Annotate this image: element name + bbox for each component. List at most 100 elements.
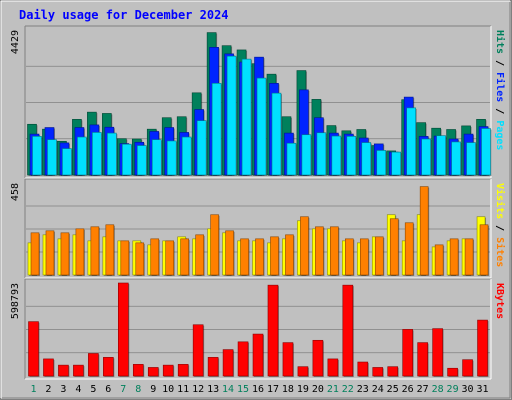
panel-2-legend: Visits / Sites bbox=[494, 183, 506, 267]
bar-pages-day-7 bbox=[122, 143, 132, 176]
x-tick-label-day-5: 5 bbox=[90, 384, 96, 395]
bar-kbytes-day-26 bbox=[402, 329, 413, 377]
bar-kbytes-day-22 bbox=[342, 284, 354, 377]
bar-sites-day-21 bbox=[330, 226, 339, 276]
bar-pages-day-24 bbox=[376, 150, 387, 176]
legend-separator: / bbox=[494, 219, 505, 237]
bar-sites-day-20 bbox=[315, 226, 324, 276]
x-tick-label-day-28: 28 bbox=[432, 384, 444, 395]
panel-1: 4429 Hits / Files / Pages bbox=[10, 25, 506, 179]
bar-pages-day-26 bbox=[406, 107, 416, 176]
bar-kbytes-day-20 bbox=[312, 339, 324, 377]
x-tick-label-day-30: 30 bbox=[462, 384, 474, 395]
bar-pages-day-6 bbox=[107, 132, 117, 176]
bar-kbytes-day-17 bbox=[267, 284, 279, 377]
x-tick-label-day-11: 11 bbox=[177, 384, 189, 395]
x-tick-label-day-8: 8 bbox=[135, 384, 141, 395]
bar-kbytes-day-5 bbox=[88, 353, 99, 377]
x-tick-label-day-22: 22 bbox=[342, 384, 354, 395]
bar-kbytes-day-30 bbox=[462, 359, 473, 377]
bar-pages-day-5 bbox=[92, 132, 102, 176]
x-tick-label-day-4: 4 bbox=[75, 384, 81, 395]
bar-pages-day-31 bbox=[481, 128, 491, 176]
bar-sites-day-2 bbox=[45, 230, 55, 276]
legend-visits: Visits bbox=[494, 183, 506, 219]
panel-3-legend-text: KBytes bbox=[494, 283, 505, 319]
bar-sites-day-23 bbox=[359, 238, 369, 276]
x-tick-label-day-2: 2 bbox=[45, 384, 51, 395]
bar-pages-day-20 bbox=[316, 132, 327, 176]
bar-pages-day-25 bbox=[391, 151, 402, 176]
bar-sites-day-7 bbox=[120, 240, 130, 276]
bar-pages-day-14 bbox=[226, 55, 237, 176]
x-tick-label-day-26: 26 bbox=[402, 384, 414, 395]
panel-2-max-label: 458 bbox=[10, 183, 21, 201]
bar-kbytes-day-21 bbox=[327, 358, 339, 377]
bar-sites-day-4 bbox=[75, 228, 85, 276]
bar-kbytes-day-31 bbox=[477, 319, 488, 377]
bar-pages-day-3 bbox=[62, 148, 72, 176]
bar-sites-day-3 bbox=[60, 232, 70, 276]
bar-kbytes-day-2 bbox=[43, 358, 54, 377]
bar-pages-day-9 bbox=[151, 139, 162, 176]
bar-sites-day-30 bbox=[464, 238, 474, 276]
bar-pages-day-15 bbox=[241, 58, 252, 176]
bar-pages-day-11 bbox=[181, 136, 192, 176]
bar-pages-day-17 bbox=[271, 92, 282, 176]
bar-kbytes-day-1 bbox=[28, 321, 39, 377]
bar-sites-day-16 bbox=[255, 238, 264, 276]
bar-sites-day-18 bbox=[285, 234, 294, 276]
x-tick-label-day-1: 1 bbox=[30, 384, 36, 395]
x-tick-label-day-20: 20 bbox=[312, 384, 324, 395]
bar-kbytes-day-15 bbox=[237, 341, 249, 377]
legend-pages: Pages bbox=[494, 120, 505, 150]
bar-sites-day-19 bbox=[300, 216, 309, 276]
panel-3: 598793 KBytes bbox=[10, 278, 505, 380]
bar-kbytes-day-19 bbox=[297, 366, 309, 377]
bar-sites-day-15 bbox=[240, 238, 249, 276]
legend-hits: Hits bbox=[494, 30, 506, 54]
bar-sites-day-25 bbox=[389, 218, 399, 276]
x-tick-label-day-6: 6 bbox=[105, 384, 111, 395]
panel-3-max-label: 598793 bbox=[10, 283, 21, 319]
panel-2-legend-text: Visits / Sites bbox=[494, 183, 506, 267]
x-tick-label-day-27: 27 bbox=[417, 384, 429, 395]
x-tick-label-day-18: 18 bbox=[282, 384, 294, 395]
bar-kbytes-day-18 bbox=[282, 342, 294, 377]
chart-panels: 4429 Hits / Files / Pages 458 Visits / Site… bbox=[10, 25, 506, 380]
legend-separator: / bbox=[494, 54, 505, 72]
x-tick-label-day-19: 19 bbox=[297, 384, 309, 395]
bar-kbytes-day-8 bbox=[132, 364, 144, 377]
x-tick-label-day-9: 9 bbox=[150, 384, 156, 395]
x-tick-label-day-17: 17 bbox=[267, 384, 279, 395]
bar-pages-day-10 bbox=[166, 140, 177, 176]
bar-sites-day-9 bbox=[150, 238, 160, 276]
panel-3-legend: KBytes bbox=[494, 283, 505, 319]
bar-sites-day-8 bbox=[135, 242, 145, 276]
bar-pages-day-8 bbox=[136, 145, 147, 176]
bar-sites-day-11 bbox=[180, 238, 189, 276]
x-tick-label-day-25: 25 bbox=[387, 384, 399, 395]
bar-kbytes-day-7 bbox=[118, 282, 129, 377]
panel-2: 458 Visits / Sites bbox=[10, 178, 506, 279]
x-tick-label-day-24: 24 bbox=[372, 384, 384, 395]
bar-kbytes-day-29 bbox=[447, 367, 458, 377]
bar-kbytes-day-11 bbox=[177, 364, 189, 377]
x-tick-label-day-13: 13 bbox=[207, 384, 219, 395]
panel-1-legend: Hits / Files / Pages bbox=[494, 30, 506, 150]
bar-kbytes-day-16 bbox=[252, 333, 264, 377]
bar-pages-day-2 bbox=[47, 139, 57, 176]
bar-kbytes-day-28 bbox=[432, 328, 443, 377]
bar-pages-day-30 bbox=[466, 142, 476, 176]
x-tick-label-day-23: 23 bbox=[357, 384, 369, 395]
x-axis-labels: 1 2 3 4 5 6 7 8 9 10 11 12 13 14 15 16 17 18 19 20 21 22 23 24 2… bbox=[30, 384, 488, 395]
chart-title: Daily usage for December 2024 bbox=[19, 8, 229, 22]
bar-pages-day-21 bbox=[331, 135, 342, 176]
x-tick-label-day-14: 14 bbox=[222, 384, 234, 395]
bar-pages-day-18 bbox=[286, 142, 297, 176]
x-tick-label-day-16: 16 bbox=[252, 384, 264, 395]
bar-pages-day-13 bbox=[211, 83, 222, 176]
bar-pages-day-28 bbox=[436, 135, 446, 176]
bar-pages-day-27 bbox=[421, 138, 431, 176]
